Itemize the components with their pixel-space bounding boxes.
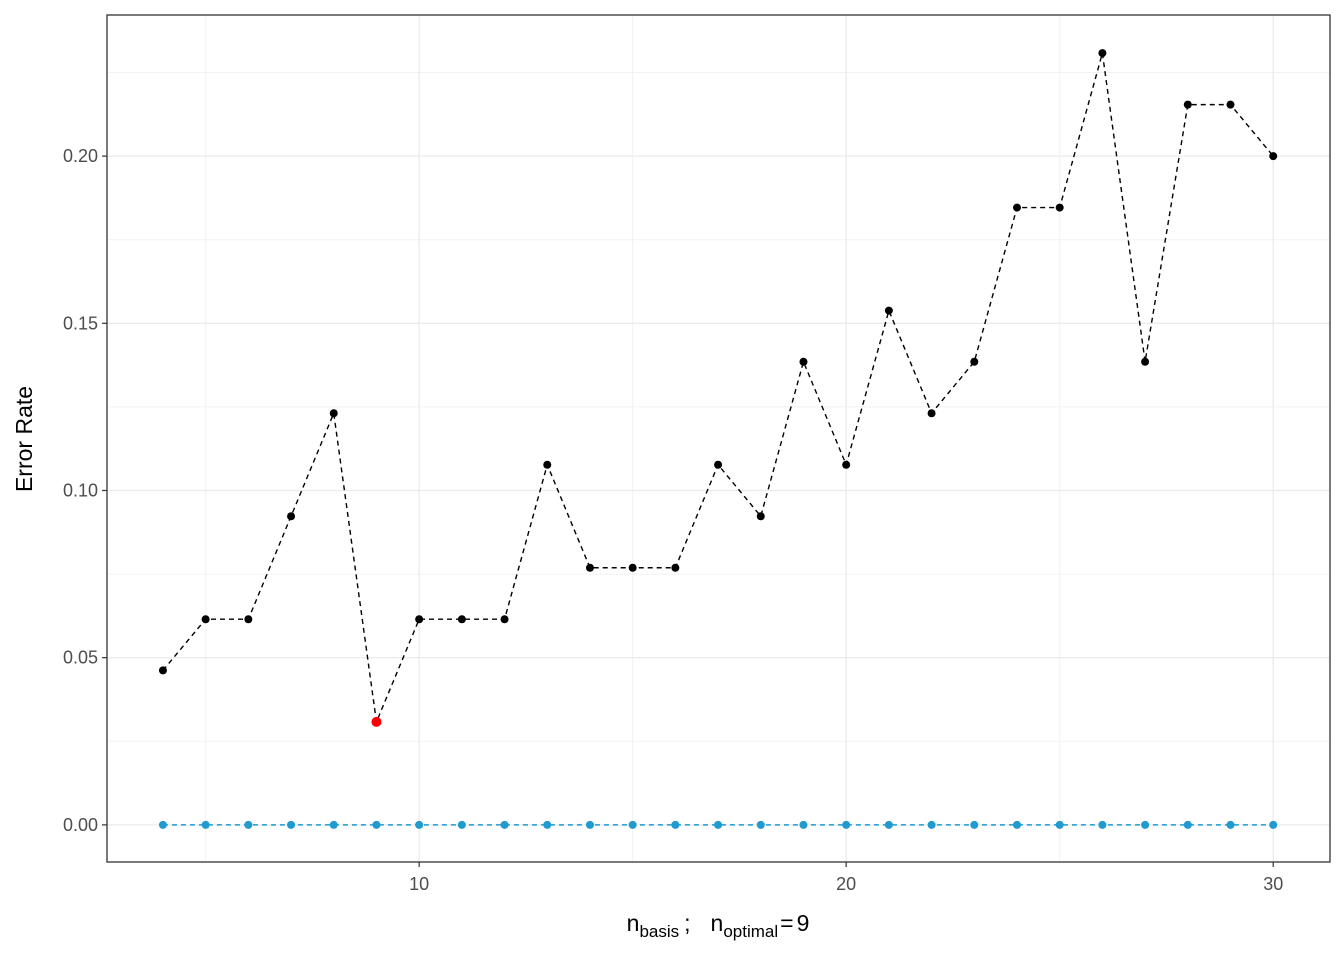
point — [1141, 357, 1150, 366]
point — [201, 820, 210, 829]
plot-border — [106, 14, 1331, 863]
point — [543, 460, 552, 469]
point — [1098, 49, 1107, 58]
point — [1055, 203, 1064, 212]
y-tick-label: 0.00 — [63, 815, 98, 835]
point — [158, 820, 167, 829]
point — [1269, 152, 1278, 161]
point — [1055, 820, 1064, 829]
x-axis-label: nbasis; noptimal= 9 — [627, 910, 810, 941]
point — [970, 820, 979, 829]
point — [415, 615, 424, 624]
point — [543, 820, 552, 829]
point — [1226, 820, 1235, 829]
point — [201, 615, 210, 624]
point — [372, 820, 381, 829]
point — [500, 820, 509, 829]
point — [927, 820, 936, 829]
point — [585, 563, 594, 572]
point — [287, 512, 296, 521]
point — [500, 615, 509, 624]
x-label-optimal: 9 — [797, 910, 810, 936]
x-label-part: n — [711, 910, 724, 936]
point — [1141, 820, 1150, 829]
point — [457, 615, 466, 624]
point — [585, 820, 594, 829]
series-line — [162, 52, 1274, 725]
grid — [107, 15, 1330, 862]
point — [927, 409, 936, 418]
point — [671, 563, 680, 572]
x-tick-label: 20 — [836, 874, 856, 894]
point — [799, 357, 808, 366]
point — [970, 357, 979, 366]
x-label-part: = — [780, 910, 793, 936]
point — [842, 460, 851, 469]
point — [884, 820, 893, 829]
point — [1012, 820, 1021, 829]
y-tick-label: 0.20 — [63, 146, 98, 166]
point — [671, 820, 680, 829]
x-label-part: n — [627, 910, 640, 936]
y-tick-label: 0.10 — [63, 480, 98, 500]
point — [329, 409, 338, 418]
x-label-subscript: optimal — [723, 922, 778, 941]
point — [714, 460, 723, 469]
y-tick-label: 0.05 — [63, 648, 98, 668]
point — [1098, 820, 1107, 829]
point — [1012, 203, 1021, 212]
x-tick-label: 10 — [409, 874, 429, 894]
x-label-subscript: basis — [639, 922, 679, 941]
point — [1183, 820, 1192, 829]
point — [329, 820, 338, 829]
point — [244, 615, 253, 624]
point — [884, 306, 893, 315]
point — [457, 820, 466, 829]
point — [842, 820, 851, 829]
x-tick-label: 30 — [1263, 874, 1283, 894]
point — [1226, 100, 1235, 109]
point — [1269, 820, 1278, 829]
y-axis-label: Error Rate — [11, 386, 37, 492]
point — [244, 820, 253, 829]
point — [628, 820, 637, 829]
point — [756, 820, 765, 829]
point — [287, 820, 296, 829]
point — [1183, 100, 1192, 109]
point — [628, 563, 637, 572]
x-label-part: ; — [684, 910, 690, 936]
point — [415, 820, 424, 829]
y-tick-label: 0.15 — [63, 313, 98, 333]
point — [756, 512, 765, 521]
optimal-point — [371, 716, 382, 727]
point — [714, 820, 723, 829]
point — [158, 666, 167, 675]
point — [799, 820, 808, 829]
